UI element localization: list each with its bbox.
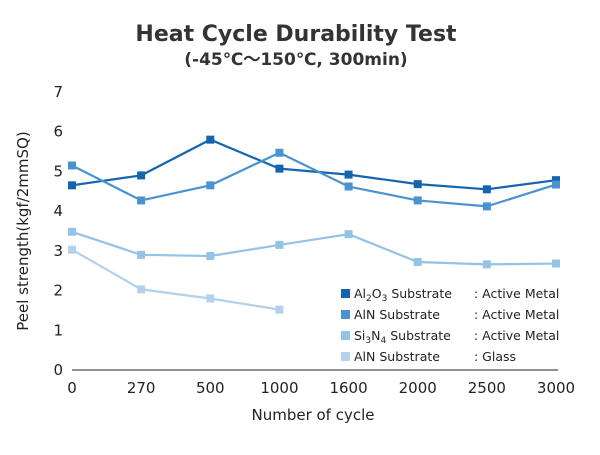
data-point xyxy=(413,257,422,266)
x-tick-label: 1600 xyxy=(329,379,367,397)
axes: 0 270 500 1000 1600 2000 2500 3000 0 1 2 3 4 5 6 7 xyxy=(53,83,575,397)
data-point xyxy=(68,227,76,236)
legend-label-type: : Active Metal xyxy=(474,286,559,301)
data-point xyxy=(344,170,353,179)
legend-swatch xyxy=(341,289,350,298)
data-point xyxy=(137,285,146,294)
legend-label-type: : Active Metal xyxy=(474,307,559,322)
chart-title: Heat Cycle Durability Test xyxy=(135,22,457,47)
data-point xyxy=(206,252,215,261)
data-point xyxy=(275,148,284,157)
y-tick-label: 6 xyxy=(53,123,63,141)
legend-swatch xyxy=(341,331,350,340)
legend-item: AlN Substrate : Active Metal xyxy=(341,307,559,322)
y-tick-label: 4 xyxy=(53,202,63,220)
legend-label-type: : Active Metal xyxy=(474,328,559,343)
data-point xyxy=(344,230,353,239)
legend-item: AlN Substrate : Glass xyxy=(341,349,516,364)
data-point xyxy=(275,240,284,249)
data-point xyxy=(482,185,491,194)
y-tick-label: 7 xyxy=(53,83,63,101)
y-tick-label: 5 xyxy=(53,162,63,180)
series-line xyxy=(71,151,557,208)
data-point xyxy=(68,245,76,254)
series-3 xyxy=(68,245,284,314)
series-1 xyxy=(68,148,560,211)
series-2 xyxy=(68,227,560,269)
legend-label-type: : Glass xyxy=(474,349,516,364)
x-tick-label: 2000 xyxy=(399,379,437,397)
data-point xyxy=(68,181,76,190)
data-point xyxy=(206,181,215,190)
chart-subtitle: (-45℃～150℃, 300min) xyxy=(184,50,407,70)
legend-label: AlN Substrate xyxy=(354,349,440,364)
x-tick-label: 3000 xyxy=(537,379,575,397)
y-axis-label: Peel strength(kgf/2mmSQ) xyxy=(14,131,32,330)
data-point xyxy=(275,305,284,314)
data-point xyxy=(482,202,491,211)
data-point xyxy=(413,180,422,189)
y-tick-label: 3 xyxy=(53,242,63,260)
series-0 xyxy=(68,135,560,194)
legend-swatch xyxy=(341,310,350,319)
data-point xyxy=(482,260,491,269)
series-line xyxy=(71,230,557,266)
data-point xyxy=(137,250,146,259)
x-tick-label: 0 xyxy=(67,379,77,397)
legend-label: Al2O3 Substrate xyxy=(354,286,452,304)
data-point xyxy=(344,182,353,191)
y-tick-label: 2 xyxy=(53,282,63,300)
legend-swatch xyxy=(341,352,350,361)
legend-label: AlN Substrate xyxy=(354,307,440,322)
data-point xyxy=(137,171,146,180)
legend-label: Si3N4 Substrate xyxy=(354,328,451,346)
y-tick-label: 0 xyxy=(53,361,63,379)
data-point xyxy=(552,176,560,185)
data-point xyxy=(206,294,215,303)
y-tick-label: 1 xyxy=(53,321,63,339)
data-point xyxy=(413,196,422,205)
data-point xyxy=(275,164,284,173)
x-axis-label: Number of cycle xyxy=(251,406,374,424)
legend-item: Al2O3 Substrate : Active Metal xyxy=(341,286,559,304)
legend-item: Si3N4 Substrate : Active Metal xyxy=(341,328,559,346)
x-tick-label: 2500 xyxy=(468,379,506,397)
series-line xyxy=(71,248,280,311)
x-tick-label: 500 xyxy=(196,379,225,397)
data-point xyxy=(137,196,146,205)
data-point xyxy=(552,259,560,268)
series-line xyxy=(71,138,557,191)
data-point xyxy=(206,135,215,144)
data-point xyxy=(552,180,560,189)
x-tick-label: 1000 xyxy=(260,379,298,397)
x-tick-label: 270 xyxy=(127,379,156,397)
series-layer xyxy=(68,135,560,314)
data-point xyxy=(68,161,76,170)
